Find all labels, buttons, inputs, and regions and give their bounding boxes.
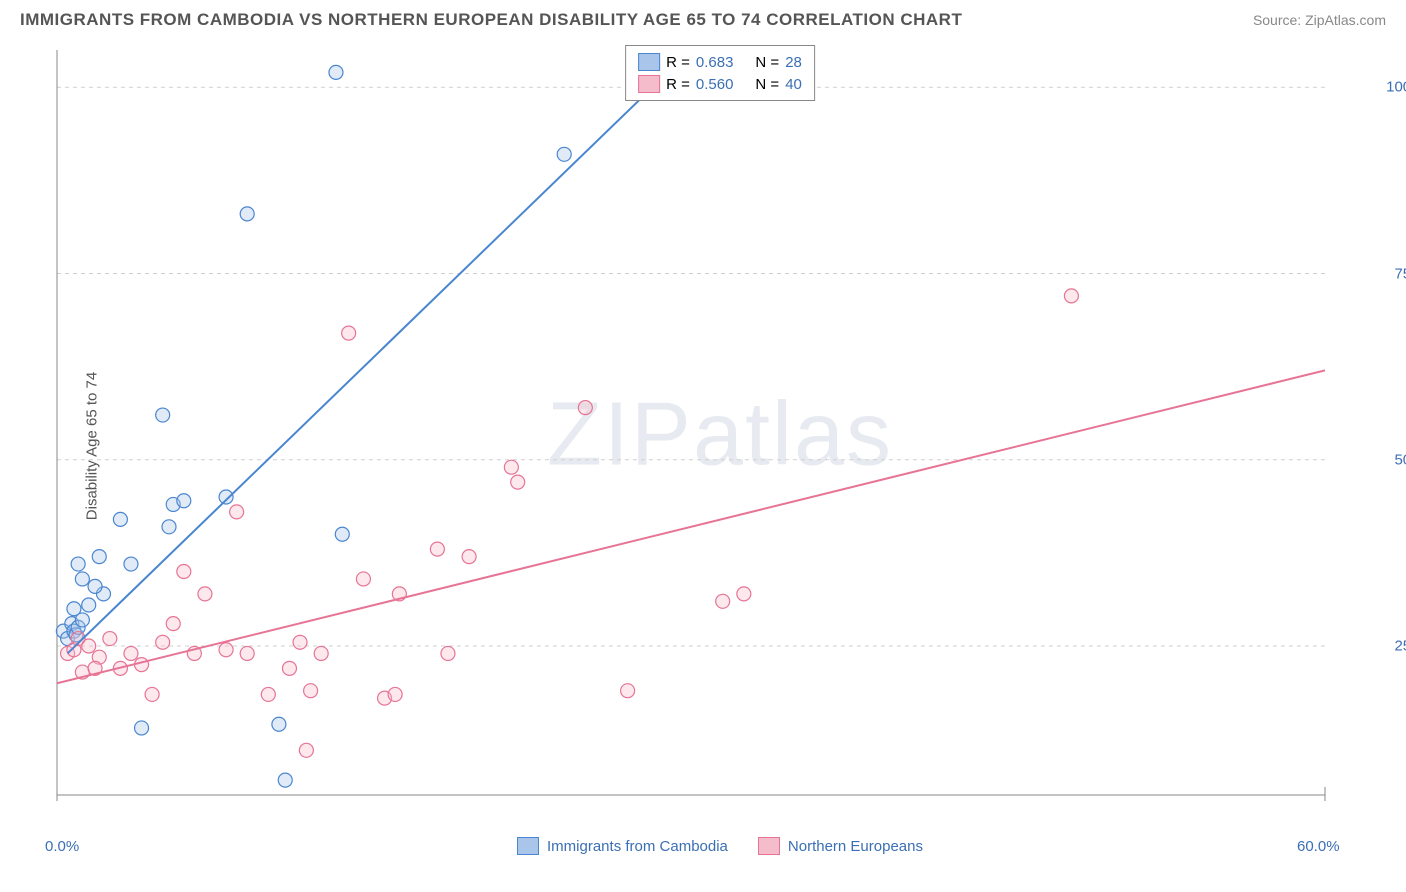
- title-bar: IMMIGRANTS FROM CAMBODIA VS NORTHERN EUR…: [0, 0, 1406, 35]
- chart-container: IMMIGRANTS FROM CAMBODIA VS NORTHERN EUR…: [0, 0, 1406, 892]
- legend-swatch-series-0: [517, 837, 539, 855]
- legend-swatch-series-0: [638, 53, 660, 71]
- legend-N-label: N =: [755, 76, 779, 93]
- scatter-plot: [55, 45, 1385, 825]
- legend-label-1: Northern Europeans: [788, 838, 923, 855]
- y-tick-label: 50.0%: [1394, 451, 1406, 468]
- legend-N-value-0: 28: [785, 54, 802, 71]
- y-tick-label: 75.0%: [1394, 265, 1406, 282]
- legend-R-value-0: 0.683: [696, 54, 734, 71]
- legend-stats-row: R = 0.683 N = 28: [638, 51, 802, 73]
- source-label: Source: ZipAtlas.com: [1253, 12, 1386, 28]
- legend-N-value-1: 40: [785, 76, 802, 93]
- legend-swatch-series-1: [758, 837, 780, 855]
- legend-item-0: Immigrants from Cambodia: [517, 837, 728, 855]
- x-tick-label: 60.0%: [1297, 838, 1340, 855]
- source-prefix: Source:: [1253, 12, 1305, 28]
- legend-stats: R = 0.683 N = 28 R = 0.560 N = 40: [625, 45, 815, 101]
- chart-title: IMMIGRANTS FROM CAMBODIA VS NORTHERN EUR…: [20, 10, 962, 30]
- legend-R-label: R =: [666, 54, 690, 71]
- source-name: ZipAtlas.com: [1305, 12, 1386, 28]
- legend-N-label: N =: [755, 54, 779, 71]
- legend-stats-row: R = 0.560 N = 40: [638, 73, 802, 95]
- legend-R-label: R =: [666, 76, 690, 93]
- y-tick-label: 100.0%: [1386, 79, 1406, 96]
- chart-area: ZIPatlas R = 0.683 N = 28 R = 0.560 N = …: [55, 45, 1385, 825]
- legend-item-1: Northern Europeans: [758, 837, 923, 855]
- x-tick-label: 0.0%: [45, 838, 79, 855]
- y-tick-label: 25.0%: [1394, 638, 1406, 655]
- legend-swatch-series-1: [638, 75, 660, 93]
- legend-R-value-1: 0.560: [696, 76, 734, 93]
- legend-label-0: Immigrants from Cambodia: [547, 838, 728, 855]
- legend-series: Immigrants from Cambodia Northern Europe…: [517, 837, 923, 855]
